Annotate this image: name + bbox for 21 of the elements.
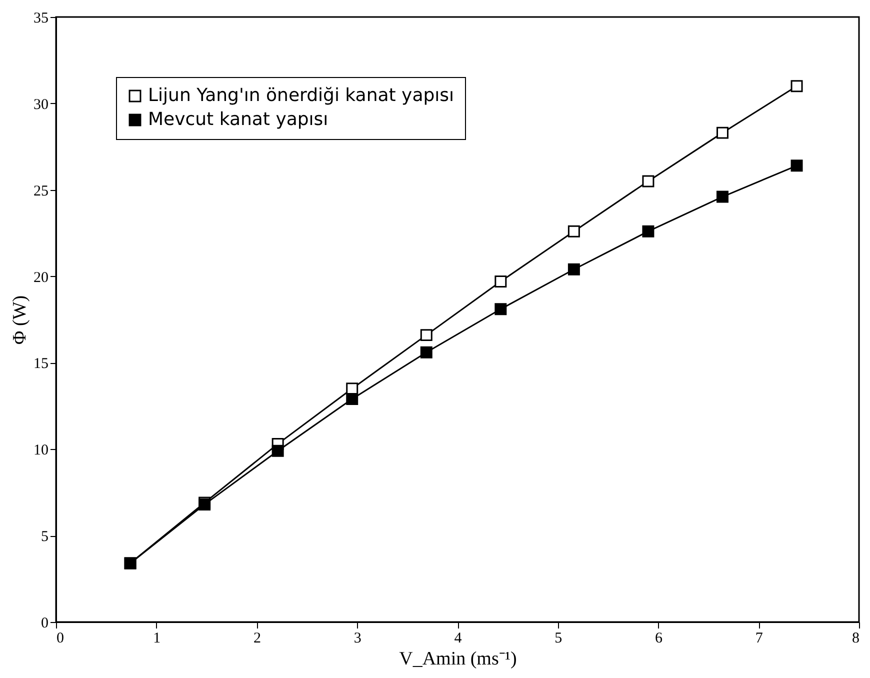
legend-label: Lijun Yang'ın önerdiği kanat yapısı: [148, 85, 454, 106]
x-tick-label: 2: [254, 630, 261, 646]
y-tick-label: 35: [34, 10, 48, 26]
y-tick-label: 20: [34, 270, 48, 286]
x-axis-title: V_Amin (ms⁻¹): [399, 648, 517, 670]
legend-label: Mevcut kanat yapısı: [148, 109, 328, 130]
y-tick-label: 5: [41, 529, 48, 546]
y-tick-label: 0: [41, 616, 48, 632]
x-tick-label: 7: [755, 630, 764, 646]
x-tick-label: 6: [655, 630, 663, 646]
y-tick-label: 30: [34, 96, 48, 113]
x-tick-label: 4: [454, 630, 462, 646]
y-tick-label: 25: [34, 183, 48, 200]
x-tick-label: 1: [153, 630, 161, 646]
y-tick-label: 10: [34, 442, 48, 459]
y-tick-label: 15: [34, 356, 48, 372]
x-tick-label: 5: [554, 630, 562, 646]
x-tick-label: 0: [56, 630, 64, 646]
x-tick-label: 3: [354, 630, 362, 646]
x-tick-label: 8: [852, 630, 860, 646]
y-axis-title: Φ (W): [10, 295, 30, 345]
